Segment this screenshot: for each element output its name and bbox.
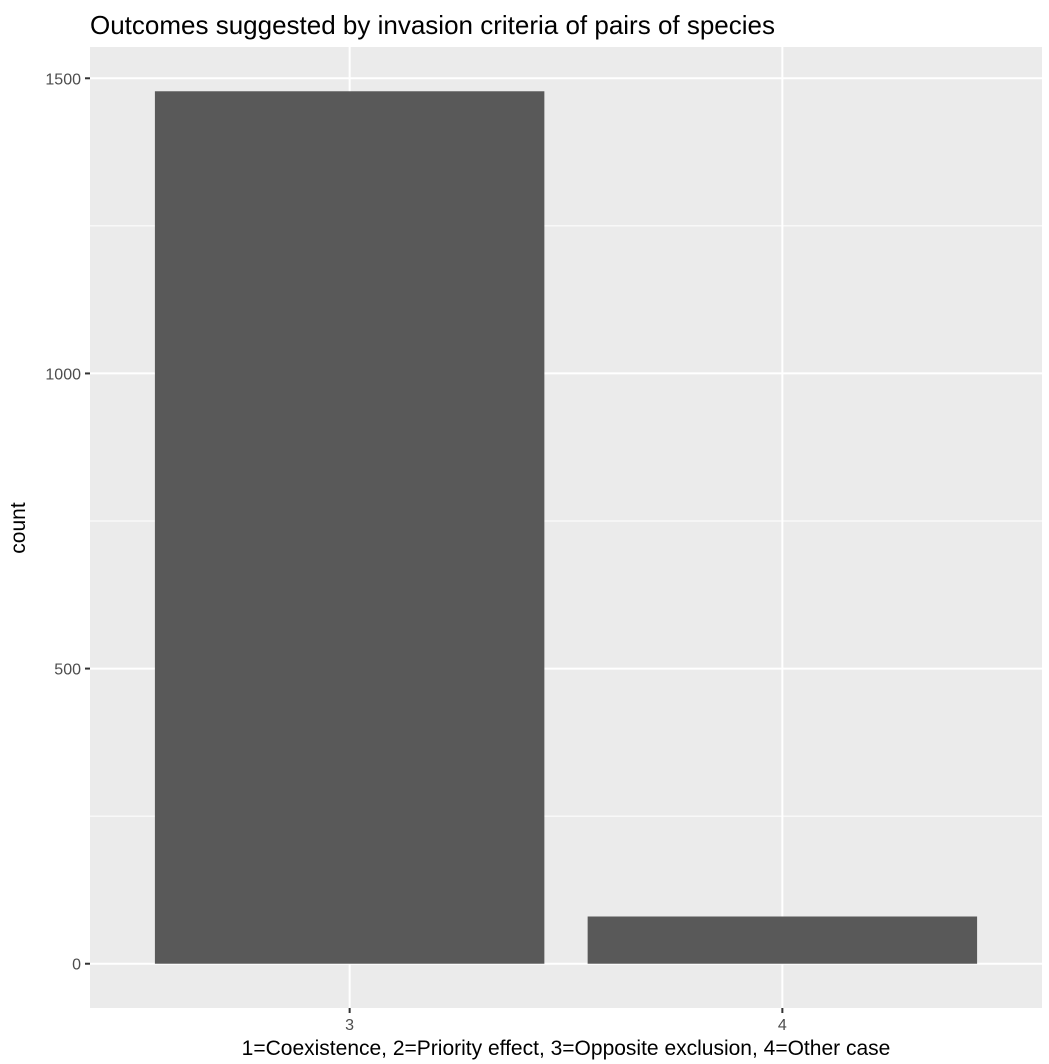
bar-3: [154, 91, 545, 964]
y-axis: 0 500 1000 1500: [45, 71, 90, 974]
y-tick-label: 0: [72, 957, 81, 974]
bars: [154, 91, 978, 964]
x-tick-label: 3: [345, 1017, 354, 1034]
chart-title: Outcomes suggested by invasion criteria …: [90, 10, 775, 40]
x-axis-title: 1=Coexistence, 2=Priority effect, 3=Oppo…: [242, 1037, 891, 1060]
y-tick-label: 1000: [45, 366, 81, 383]
bar-4: [587, 916, 978, 964]
y-axis-title: count: [7, 502, 30, 554]
x-tick-label: 4: [778, 1017, 787, 1034]
y-tick-label: 1500: [45, 71, 81, 88]
y-tick-label: 500: [54, 662, 81, 679]
